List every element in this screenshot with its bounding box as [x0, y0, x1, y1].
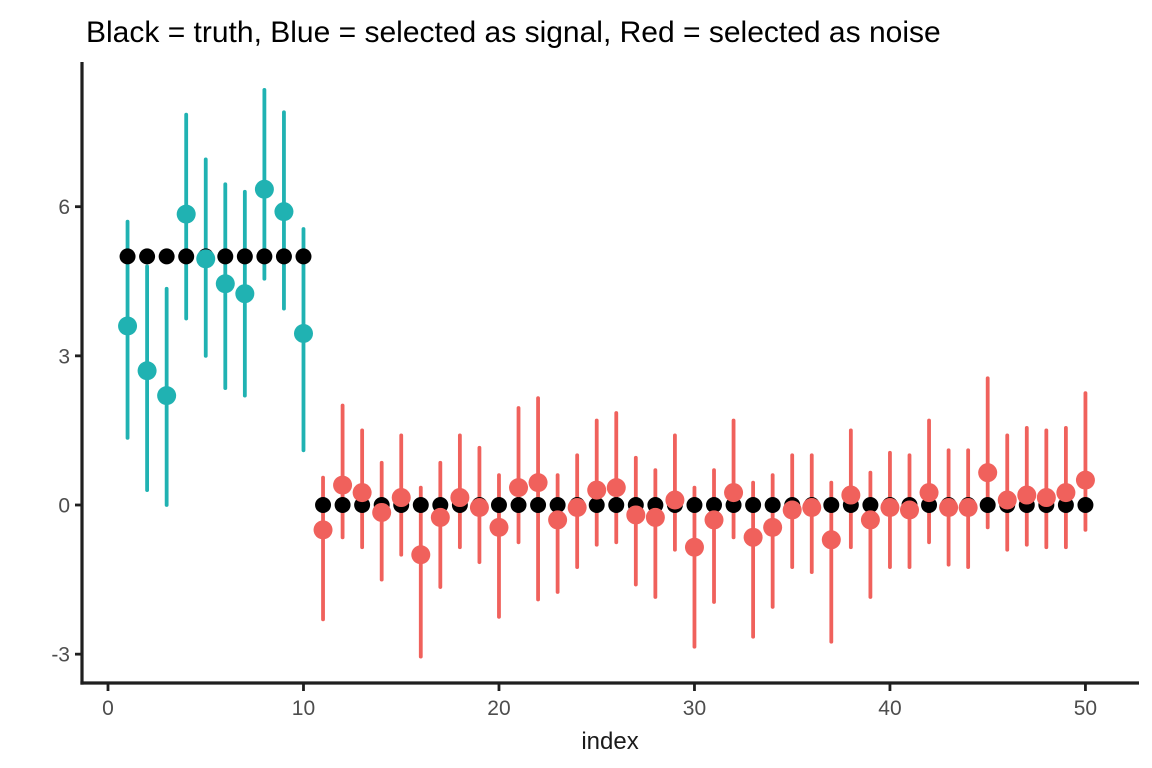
estimate-point [196, 249, 216, 269]
truth-point [119, 248, 136, 265]
truth-point [510, 497, 527, 514]
estimate-point [1017, 485, 1037, 505]
truth-point [334, 497, 351, 514]
estimate-point [1056, 483, 1076, 503]
estimate-point [567, 497, 587, 517]
truth-point [745, 497, 762, 514]
truth-point [158, 248, 175, 265]
estimate-point [704, 510, 724, 530]
x-tick-label: 10 [292, 697, 315, 720]
estimate-point [372, 502, 392, 522]
estimate-point [528, 473, 548, 493]
truth-point [490, 497, 507, 514]
truth-point [217, 248, 234, 265]
estimate-point [626, 505, 646, 525]
estimate-point [548, 510, 568, 530]
chart-title: Black = truth, Blue = selected as signal… [86, 16, 941, 49]
truth-point [823, 497, 840, 514]
truth-point [588, 497, 605, 514]
estimate-point [1075, 470, 1095, 490]
estimate-point [997, 490, 1017, 510]
estimate-point [352, 483, 372, 503]
truth-point [764, 497, 781, 514]
estimate-point [978, 463, 998, 483]
estimate-point [293, 323, 313, 343]
chart-generated-content: -3 0 3 6 0 10 20 30 40 50 [51, 62, 1139, 720]
truth-point [686, 497, 703, 514]
estimate-point [313, 520, 333, 540]
estimate-point [645, 507, 665, 527]
truth-point [1077, 497, 1094, 514]
estimate-point [684, 537, 704, 557]
truth-point [275, 248, 292, 265]
estimate-point [919, 483, 939, 503]
truth-point [549, 497, 566, 514]
estimate-point [939, 497, 959, 517]
estimate-point [274, 202, 294, 222]
estimate-point [899, 500, 919, 520]
estimate-point [137, 361, 157, 381]
estimate-point [157, 386, 177, 406]
estimate-point [254, 179, 274, 199]
y-tick-label: 0 [58, 495, 70, 518]
y-tick-label: 6 [58, 196, 70, 219]
x-tick-label: 30 [683, 697, 706, 720]
estimate-point [743, 527, 763, 547]
x-tick-label: 40 [878, 697, 901, 720]
truth-point [706, 497, 723, 514]
estimate-point [665, 490, 685, 510]
estimate-point [841, 485, 861, 505]
truth-point [295, 248, 312, 265]
truth-point [412, 497, 429, 514]
truth-point [256, 248, 273, 265]
estimate-point [391, 488, 411, 508]
estimate-point [587, 480, 607, 500]
x-tick-label: 50 [1074, 697, 1097, 720]
y-tick-label: -3 [51, 644, 70, 667]
truth-point [315, 497, 332, 514]
estimate-point [880, 497, 900, 517]
truth-point [530, 497, 547, 514]
estimate-point [489, 517, 509, 537]
estimate-point [724, 483, 744, 503]
estimate-point [802, 497, 822, 517]
estimate-point [411, 545, 431, 565]
estimate-point [469, 497, 489, 517]
x-tick-label: 20 [487, 697, 510, 720]
x-tick-label: 0 [102, 697, 114, 720]
estimate-point [821, 530, 841, 550]
truth-point [178, 248, 195, 265]
x-axis-title: index [581, 728, 638, 755]
estimate-point [860, 510, 880, 530]
truth-point [236, 248, 253, 265]
estimate-point [763, 517, 783, 537]
estimate-point [958, 497, 978, 517]
estimate-point [782, 500, 802, 520]
estimate-point [450, 488, 470, 508]
truth-point [979, 497, 996, 514]
estimate-point [333, 475, 353, 495]
truth-point [139, 248, 156, 265]
truth-point [608, 497, 625, 514]
estimate-point [509, 478, 529, 498]
estimate-point [430, 507, 450, 527]
y-tick-label: 3 [58, 345, 70, 368]
estimate-point [176, 204, 196, 224]
truth-point [862, 497, 879, 514]
estimate-point [215, 274, 235, 294]
estimate-point [235, 284, 255, 304]
estimate-point [606, 478, 626, 498]
estimate-point [1036, 488, 1056, 508]
estimate-point [118, 316, 138, 336]
